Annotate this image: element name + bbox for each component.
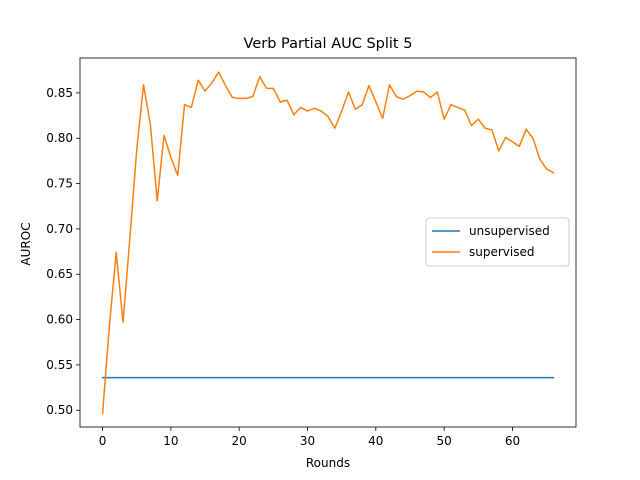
x-tick-label: 20 bbox=[232, 434, 247, 448]
x-axis: 0 10 20 30 40 50 60 bbox=[99, 427, 520, 448]
y-tick-label: 0.80 bbox=[46, 131, 73, 145]
chart-title: Verb Partial AUC Split 5 bbox=[244, 36, 413, 52]
y-tick-label: 0.70 bbox=[46, 222, 73, 236]
axes-frame bbox=[79, 57, 577, 428]
y-tick-label: 0.75 bbox=[46, 177, 73, 191]
y-tick-label: 0.85 bbox=[46, 86, 73, 100]
y-axis: 0.50 0.55 0.60 0.65 0.70 0.75 0.80 0.85 bbox=[46, 86, 80, 417]
x-axis-label: Rounds bbox=[306, 456, 350, 470]
legend: unsupervised supervised bbox=[425, 217, 570, 267]
y-tick-label: 0.50 bbox=[46, 403, 73, 417]
y-tick-label: 0.60 bbox=[46, 313, 73, 327]
series-line-supervised bbox=[101, 71, 555, 415]
x-tick-label: 0 bbox=[99, 434, 107, 448]
plot-area bbox=[79, 57, 577, 428]
y-tick-label: 0.65 bbox=[46, 267, 73, 281]
x-tick-label: 60 bbox=[505, 434, 520, 448]
x-tick-label: 50 bbox=[437, 434, 452, 448]
y-axis-label: AUROC bbox=[19, 222, 33, 265]
legend-box bbox=[425, 217, 570, 267]
x-tick-label: 40 bbox=[368, 434, 383, 448]
legend-label-supervised: supervised bbox=[469, 245, 534, 259]
x-tick-label: 10 bbox=[163, 434, 178, 448]
y-tick-label: 0.55 bbox=[46, 358, 73, 372]
legend-label-unsupervised: unsupervised bbox=[469, 224, 550, 238]
x-tick-label: 30 bbox=[300, 434, 315, 448]
